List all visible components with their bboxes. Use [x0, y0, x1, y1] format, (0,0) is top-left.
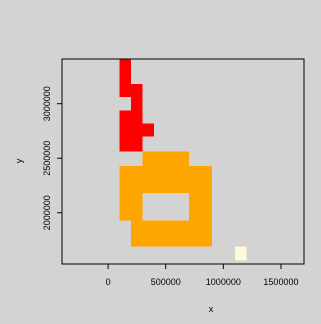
y-axis-title: y	[14, 158, 24, 163]
heatmap-cell-red	[119, 110, 143, 124]
heatmap-cell-pale	[234, 246, 247, 261]
x-tick-label: 1500000	[263, 277, 298, 287]
y-tick-label: 2500000	[42, 141, 52, 176]
heatmap-cell-red	[119, 70, 132, 85]
heatmap-cells	[119, 59, 247, 261]
heatmap-cell-orange	[131, 220, 212, 247]
heatmap-cell-red	[131, 97, 143, 111]
x-tick-label: 1000000	[206, 277, 241, 287]
heatmap-cell-orange	[142, 151, 189, 166]
x-tick-label: 500000	[151, 277, 181, 287]
y-tick-label: 2000000	[42, 195, 52, 230]
heatmap-cell-orange	[119, 165, 212, 194]
heatmap-cell-orange	[119, 193, 143, 221]
y-axis: 2000000 2500000 3000000	[42, 86, 62, 230]
x-axis: 0 500000 1000000 1500000	[106, 264, 298, 287]
y-tick-label: 3000000	[42, 86, 52, 121]
x-tick-label: 0	[106, 277, 111, 287]
heatmap-cell-red	[119, 59, 132, 71]
heatmap-cell-orange	[188, 193, 212, 221]
heatmap-cell-red	[119, 136, 143, 152]
plot-frame	[61, 58, 305, 265]
x-axis-title: x	[209, 304, 214, 314]
heatmap-cell-red	[119, 84, 143, 98]
heatmap-cell-red	[119, 123, 155, 137]
